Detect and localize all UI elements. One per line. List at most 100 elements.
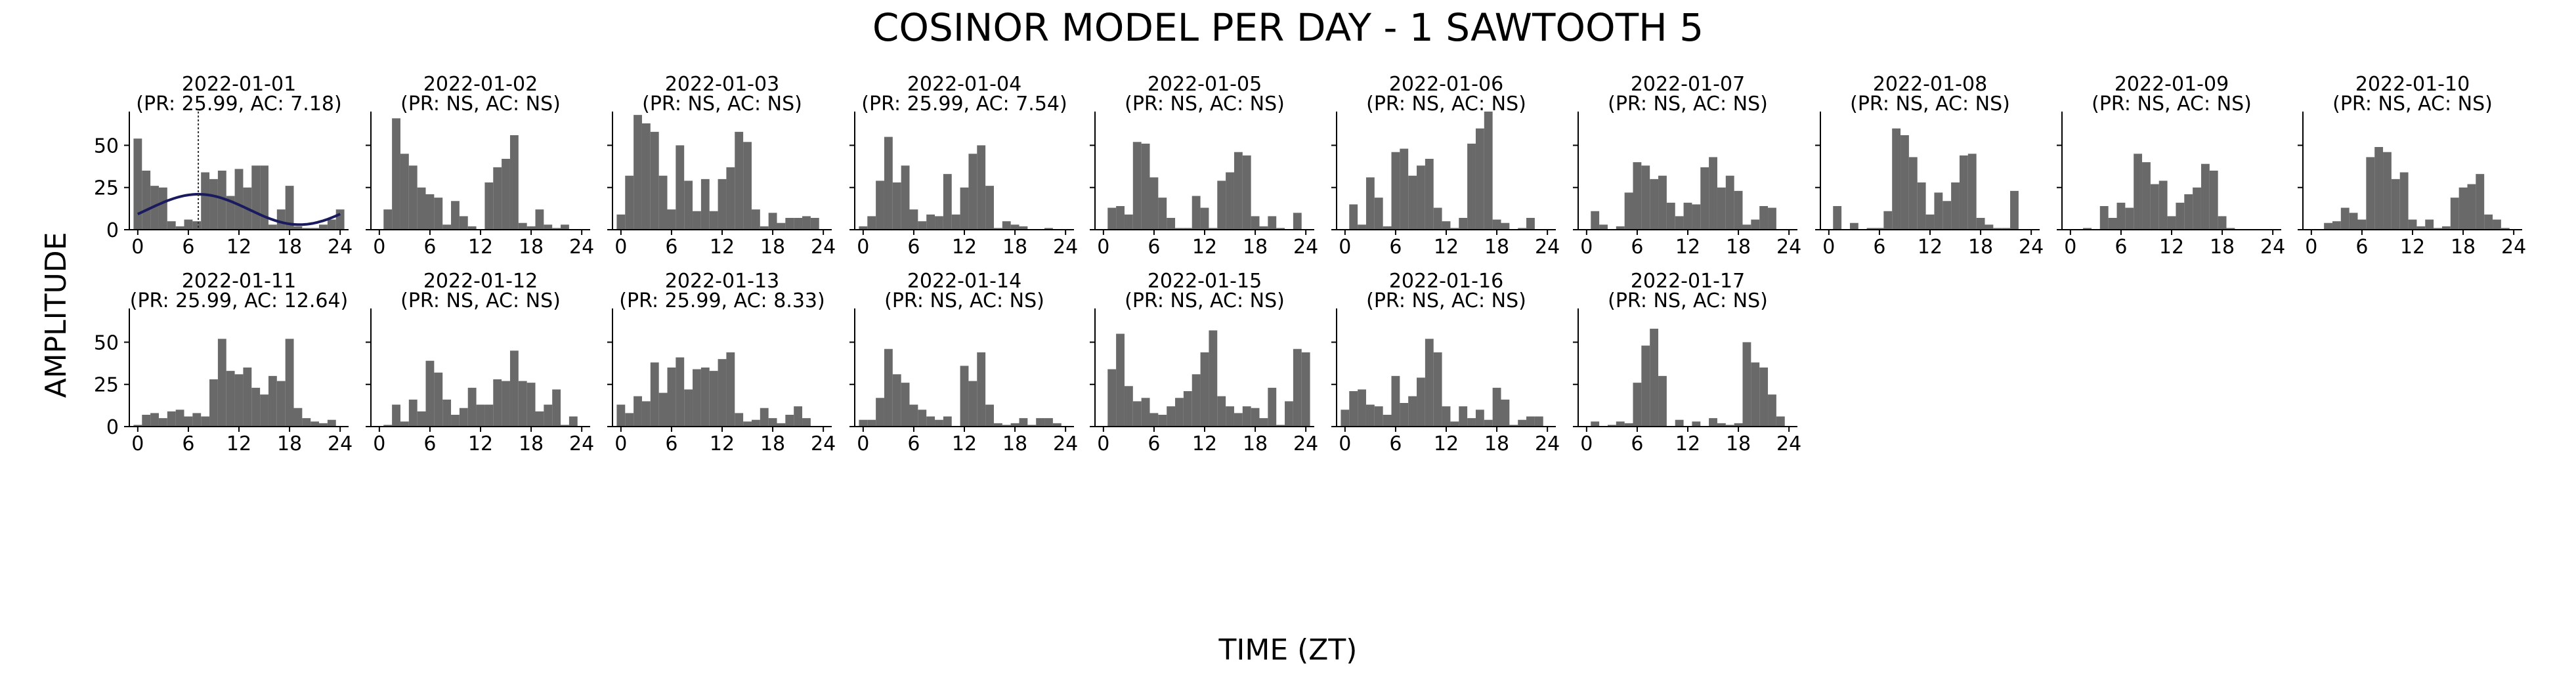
- bar: [417, 187, 426, 230]
- bar: [777, 222, 786, 230]
- x-tick-label: 12: [710, 432, 735, 455]
- x-tick-label: 6: [1631, 236, 1643, 259]
- cosinor-fit-line: [137, 193, 341, 226]
- bar: [1167, 406, 1176, 427]
- bar: [1934, 192, 1943, 230]
- bar: [467, 387, 477, 427]
- bar: [201, 172, 210, 230]
- x-tick-label: 24: [2501, 236, 2526, 259]
- bar: [535, 209, 544, 230]
- bar: [1293, 348, 1302, 427]
- bar: [2184, 194, 2193, 230]
- bar: [1408, 396, 1417, 427]
- bar: [459, 408, 468, 427]
- bar: [1599, 224, 1608, 230]
- bar: [2002, 228, 2011, 230]
- bar: [1866, 228, 1876, 230]
- bar: [2142, 162, 2151, 230]
- bar: [2200, 163, 2210, 230]
- bar: [1341, 410, 1350, 427]
- subplot-2022-01-11: 2022-01-11(PR: 25.99, AC: 12.64) 0 6 12 18 24…: [94, 270, 353, 455]
- bar: [1616, 421, 1625, 427]
- bar: [1675, 419, 1684, 427]
- y-tick-label: 50: [94, 331, 119, 354]
- bar: [2434, 228, 2442, 230]
- bar: [960, 187, 969, 230]
- bar: [1650, 179, 1659, 230]
- subplot-2022-01-05: 2022-01-05(PR: NS, AC: NS) 0 6 12 18 24: [1090, 73, 1318, 259]
- x-tick-label: 18: [760, 236, 785, 259]
- bar: [785, 218, 794, 230]
- bar: [226, 371, 235, 427]
- bar: [785, 415, 794, 427]
- bar: [810, 218, 819, 230]
- bar: [1509, 425, 1518, 427]
- x-tick-label: 12: [1918, 236, 1943, 259]
- bar: [1365, 404, 1375, 427]
- bar: [918, 221, 927, 230]
- bar: [1107, 369, 1117, 427]
- bar: [1900, 135, 1909, 230]
- bar: [1408, 175, 1417, 230]
- bar: [1492, 219, 1501, 230]
- bar: [1141, 398, 1150, 427]
- subplot-2022-01-07: 2022-01-07(PR: NS, AC: NS) 0 6 12 18 24: [1573, 73, 1801, 259]
- bar: [502, 159, 510, 230]
- bar: [2476, 174, 2485, 230]
- panel-stats: (PR: NS, AC: NS): [1366, 93, 1526, 116]
- bar: [700, 179, 710, 230]
- bar: [867, 419, 876, 427]
- bar: [1107, 207, 1117, 230]
- bar: [133, 425, 142, 427]
- bar: [1951, 182, 1960, 230]
- bar: [1141, 143, 1150, 230]
- subplot-2022-01-15: 2022-01-15(PR: NS, AC: NS) 0 6 12 18 24: [1090, 270, 1318, 455]
- x-tick-label: 6: [1148, 236, 1160, 259]
- subplot-2022-01-08: 2022-01-08(PR: NS, AC: NS) 0 6 12 18 24: [1815, 73, 2044, 259]
- bar: [884, 137, 893, 230]
- bar: [319, 423, 328, 427]
- bar: [641, 401, 651, 427]
- x-tick-label: 0: [2064, 236, 2076, 259]
- bar: [167, 221, 176, 230]
- bar: [1002, 221, 1011, 230]
- bar: [150, 186, 159, 230]
- bar: [2467, 184, 2476, 230]
- bar: [2374, 147, 2384, 230]
- subplot-2022-01-13: 2022-01-13(PR: 25.99, AC: 8.33) 0 6 12 18 24: [607, 270, 836, 455]
- bar: [1234, 152, 1243, 230]
- bar: [1526, 218, 1535, 230]
- bar: [327, 219, 336, 230]
- bar: [1607, 425, 1616, 427]
- bar: [467, 226, 477, 230]
- x-tick-label: 12: [1675, 236, 1700, 259]
- bar: [526, 226, 536, 230]
- bar: [1217, 396, 1226, 427]
- x-tick-label: 24: [1053, 432, 1078, 455]
- x-tick-label: 6: [907, 236, 920, 259]
- bar: [1624, 423, 1633, 427]
- panel-stats: (PR: NS, AC: NS): [400, 289, 561, 312]
- bar: [293, 408, 303, 427]
- x-tick-label: 24: [1776, 236, 1801, 259]
- bar: [768, 213, 777, 230]
- bar: [1475, 410, 1484, 427]
- bar: [2099, 206, 2109, 230]
- x-tick-label: 18: [519, 236, 544, 259]
- bar: [1459, 406, 1468, 427]
- bar: [909, 209, 918, 230]
- bar: [1400, 148, 1409, 230]
- bar: [960, 366, 969, 427]
- subplot-2022-01-17: 2022-01-17(PR: NS, AC: NS) 0 6 12 18 24: [1573, 270, 1801, 455]
- bar: [2484, 214, 2493, 230]
- chart-title: COSINOR MODEL PER DAY - 1 SAWTOOTH 5: [872, 5, 1704, 50]
- bar: [268, 224, 277, 230]
- panel-date: 2022-01-07: [1631, 73, 1745, 96]
- bar: [2176, 202, 2185, 230]
- x-tick-label: 18: [1243, 236, 1268, 259]
- bar: [484, 404, 494, 427]
- bar: [1349, 204, 1358, 230]
- panel-stats: (PR: NS, AC: NS): [2092, 93, 2252, 116]
- x-tick-label: 6: [1389, 236, 1402, 259]
- bar: [569, 416, 578, 427]
